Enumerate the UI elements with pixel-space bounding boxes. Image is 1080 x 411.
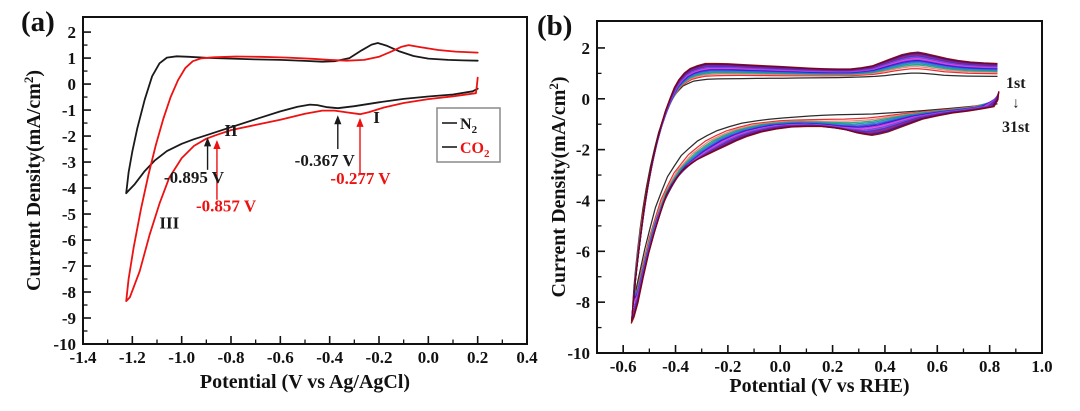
y-tick-label: -5 xyxy=(62,205,76,224)
x-tick-label: 0.6 xyxy=(927,357,948,376)
y-tick-label: -10 xyxy=(567,344,590,363)
cv-curve-CO2 xyxy=(125,44,479,302)
x-tick-label: -0.4 xyxy=(316,348,343,367)
x-tick-label: 0.2 xyxy=(822,357,843,376)
y-tick-label: -2 xyxy=(62,127,76,146)
y-tick-label: 2 xyxy=(582,39,591,58)
y-tick-label: -9 xyxy=(62,309,76,328)
annotation-text: II xyxy=(224,121,238,140)
y-axis-label: Current Density(mA/cm2) xyxy=(546,76,570,297)
y-axis-label: Current Density(mA/cm2) xyxy=(21,70,45,291)
x-tick-label: -0.8 xyxy=(218,348,245,367)
annotation-arrow-head xyxy=(203,137,212,147)
annotation-arrow-head xyxy=(356,117,364,127)
panel-b-label: (b) xyxy=(537,10,573,42)
annotation-arrow-head xyxy=(334,115,342,125)
annotation-text: -0.277 V xyxy=(330,169,391,188)
x-tick-label: -0.2 xyxy=(366,348,393,367)
y-tick-label: -6 xyxy=(576,242,590,261)
annotation-text: -0.895 V xyxy=(164,168,225,187)
annotation-text: 1st xyxy=(1006,75,1026,92)
y-tick-label: -4 xyxy=(576,191,591,210)
cv-cycle-curve xyxy=(630,51,1000,324)
x-tick-label: 0.2 xyxy=(467,348,488,367)
plot-frame xyxy=(82,16,528,345)
x-tick-label: 0.4 xyxy=(874,357,896,376)
x-tick-label: -0.6 xyxy=(267,348,294,367)
y-tick-label: -3 xyxy=(62,153,76,172)
y-tick-label: -1 xyxy=(62,101,76,120)
y-tick-label: 0 xyxy=(582,90,591,109)
y-tick-label: -8 xyxy=(576,293,590,312)
annotation-arrow-head xyxy=(213,139,221,149)
x-tick-label: -1.2 xyxy=(119,348,146,367)
legend-entry-label: CO2 xyxy=(460,140,490,160)
panel-a-label: (a) xyxy=(21,6,55,38)
annotation-text: 31st xyxy=(1002,119,1030,136)
x-tick-label: -1.0 xyxy=(168,348,195,367)
y-tick-label: 0 xyxy=(68,75,77,94)
x-tick-label: -0.2 xyxy=(714,357,741,376)
y-tick-label: -2 xyxy=(576,141,590,160)
cv-plot-31-cycles: -0.6 -0.4 -0.2 0.0 0.2 0.4 0.6 0.8 1.0 2 0 -2 -4 -6 -8… xyxy=(546,20,1053,397)
x-tick-label: 0.0 xyxy=(418,348,439,367)
cv-curve-N2 xyxy=(125,42,479,195)
x-tick-label: -0.6 xyxy=(610,357,637,376)
annotation-text: -0.857 V xyxy=(196,196,257,215)
legend-box xyxy=(436,107,501,163)
y-tick-label: -7 xyxy=(62,257,77,276)
y-tick-label: 1 xyxy=(68,49,77,68)
x-tick-label: 0.8 xyxy=(979,357,1000,376)
x-tick-label: -0.4 xyxy=(662,357,689,376)
x-axis-label: Potential (V vs RHE) xyxy=(729,375,909,397)
x-tick-label: -1.4 xyxy=(70,348,97,367)
annotation-text: III xyxy=(159,213,179,232)
y-tick-label: -6 xyxy=(62,231,76,250)
x-axis-label: Potential (V vs Ag/AgCl) xyxy=(200,371,410,393)
legend-entry-label: N2 xyxy=(460,116,478,136)
x-tick-label: 0.0 xyxy=(770,357,791,376)
x-tick-label: 0.4 xyxy=(516,348,538,367)
y-tick-label: -4 xyxy=(62,179,77,198)
x-tick-label: 1.0 xyxy=(1031,357,1052,376)
y-tick-label: 2 xyxy=(68,23,77,42)
annotation-text: ↓ xyxy=(1012,96,1020,112)
annotation-text: I xyxy=(373,108,380,127)
cv-plot-n2-co2: -1.4 -1.2 -1.0 -0.8 -0.6 -0.4 -0.2 0.0 0.2 0.4 2 1 0… xyxy=(21,16,538,393)
y-tick-label: -10 xyxy=(53,335,76,354)
annotation-text: -0.367 V xyxy=(295,151,356,170)
y-tick-label: -8 xyxy=(62,283,76,302)
